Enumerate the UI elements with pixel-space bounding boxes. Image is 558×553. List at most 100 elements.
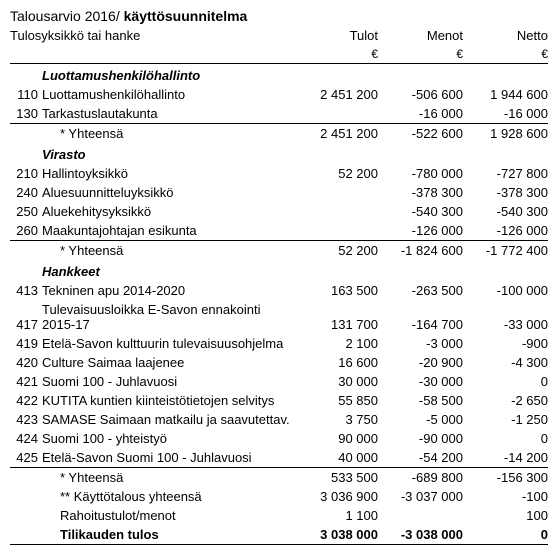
row-expense: -780 000 — [378, 164, 463, 183]
row-net: -727 800 — [463, 164, 548, 183]
table-row: 413Tekninen apu 2014-2020163 500-263 500… — [10, 281, 548, 300]
row-expense: -20 900 — [378, 353, 463, 372]
table-row: 417Tulevaisuusloikka E-Savon ennakointi … — [10, 300, 548, 334]
table-row: 110Luottamushenkilöhallinto2 451 200-506… — [10, 85, 548, 104]
row-income: 30 000 — [293, 372, 378, 391]
section-header: Luottamushenkilöhallinto — [10, 64, 548, 86]
footer-row: ** Käyttötalous yhteensä3 036 900-3 037 … — [10, 487, 548, 506]
row-label: Tarkastuslautakunta — [42, 104, 293, 124]
blank — [10, 260, 42, 281]
table-row: 250Aluekehitysyksikkö-540 300-540 300 — [10, 202, 548, 221]
subtotal-net: 1 928 600 — [463, 124, 548, 144]
subtotal-expense: -522 600 — [378, 124, 463, 144]
row-net: -4 300 — [463, 353, 548, 372]
footer-income: 3 036 900 — [293, 487, 378, 506]
table-row: 424Suomi 100 - yhteistyö90 000-90 0000 — [10, 429, 548, 448]
subtotal-income: 2 451 200 — [293, 124, 378, 144]
section-title: Virasto — [42, 143, 293, 164]
section-title: Luottamushenkilöhallinto — [42, 64, 293, 86]
row-code: 210 — [10, 164, 42, 183]
row-expense: -58 500 — [378, 391, 463, 410]
row-code: 130 — [10, 104, 42, 124]
row-label: Aluekehitysyksikkö — [42, 202, 293, 221]
row-code: 421 — [10, 372, 42, 391]
footer-net: -100 — [463, 487, 548, 506]
blank — [10, 64, 42, 86]
table-row: 425Etelä-Savon Suomi 100 - Juhlavuosi40 … — [10, 448, 548, 468]
row-label: KUTITA kuntien kiinteistötietojen selvit… — [42, 391, 293, 410]
row-net: 0 — [463, 429, 548, 448]
title-prefix: Talousarvio 2016/ — [10, 8, 124, 24]
footer-income: 3 038 000 — [293, 525, 378, 545]
subtotal-expense: -689 800 — [378, 468, 463, 488]
row-expense: -263 500 — [378, 281, 463, 300]
row-income: 163 500 — [293, 281, 378, 300]
footer-net: 0 — [463, 525, 548, 545]
budget-table: Tulosyksikkö tai hanke Tulot Menot Netto… — [10, 26, 548, 545]
footer-expense: -3 038 000 — [378, 525, 463, 545]
section-title: Hankkeet — [42, 260, 293, 281]
row-income: 90 000 — [293, 429, 378, 448]
blank — [293, 143, 378, 164]
table-row: 420Culture Saimaa laajenee16 600-20 900-… — [10, 353, 548, 372]
footer-row: Tilikauden tulos3 038 000-3 038 0000 — [10, 525, 548, 545]
row-net: -2 650 — [463, 391, 548, 410]
header-income: Tulot — [293, 26, 378, 45]
subtotal-row: * Yhteensä52 200-1 824 600-1 772 400 — [10, 241, 548, 261]
table-row: 421Suomi 100 - Juhlavuosi30 000-30 0000 — [10, 372, 548, 391]
row-net: -1 250 — [463, 410, 548, 429]
row-expense: -378 300 — [378, 183, 463, 202]
blank — [463, 64, 548, 86]
footer-expense: -3 037 000 — [378, 487, 463, 506]
row-income: 52 200 — [293, 164, 378, 183]
header-expense: Menot — [378, 26, 463, 45]
row-expense: -3 000 — [378, 334, 463, 353]
row-code: 110 — [10, 85, 42, 104]
subtotal-label: * Yhteensä — [42, 468, 293, 488]
subtotal-row: * Yhteensä533 500-689 800-156 300 — [10, 468, 548, 488]
row-code: 424 — [10, 429, 42, 448]
row-income — [293, 183, 378, 202]
row-net: -126 000 — [463, 221, 548, 241]
table-row: 422KUTITA kuntien kiinteistötietojen sel… — [10, 391, 548, 410]
row-income — [293, 104, 378, 124]
row-net: 0 — [463, 372, 548, 391]
row-label: Hallintoyksikkö — [42, 164, 293, 183]
row-label: Tekninen apu 2014-2020 — [42, 281, 293, 300]
row-net: -33 000 — [463, 300, 548, 334]
subtotal-label: * Yhteensä — [42, 241, 293, 261]
blank — [10, 124, 42, 144]
row-code: 425 — [10, 448, 42, 468]
row-income: 3 750 — [293, 410, 378, 429]
table-row: 260Maakuntajohtajan esikunta-126 000-126… — [10, 221, 548, 241]
row-label: Suomi 100 - Juhlavuosi — [42, 372, 293, 391]
header-currency-1: € — [293, 45, 378, 64]
row-code: 417 — [10, 300, 42, 334]
title-bold: käyttösuunnitelma — [124, 8, 248, 24]
header-net: Netto — [463, 26, 548, 45]
row-net: -900 — [463, 334, 548, 353]
blank — [378, 64, 463, 86]
row-net: -14 200 — [463, 448, 548, 468]
row-expense: -90 000 — [378, 429, 463, 448]
row-expense: -30 000 — [378, 372, 463, 391]
row-code: 260 — [10, 221, 42, 241]
blank — [463, 143, 548, 164]
blank — [10, 525, 42, 545]
table-row: 210Hallintoyksikkö52 200-780 000-727 800 — [10, 164, 548, 183]
blank — [293, 64, 378, 86]
row-expense: -164 700 — [378, 300, 463, 334]
row-label: Maakuntajohtajan esikunta — [42, 221, 293, 241]
row-net: 1 944 600 — [463, 85, 548, 104]
section-header: Hankkeet — [10, 260, 548, 281]
row-label: Etelä-Savon kulttuurin tulevaisuusohjelm… — [42, 334, 293, 353]
row-label: Etelä-Savon Suomi 100 - Juhlavuosi — [42, 448, 293, 468]
header-unit: Tulosyksikkö tai hanke — [10, 26, 293, 45]
blank — [10, 506, 42, 525]
row-income: 55 850 — [293, 391, 378, 410]
page-title: Talousarvio 2016/ käyttösuunnitelma — [10, 8, 548, 24]
blank — [10, 487, 42, 506]
blank — [10, 143, 42, 164]
subtotal-net: -156 300 — [463, 468, 548, 488]
row-net: -540 300 — [463, 202, 548, 221]
